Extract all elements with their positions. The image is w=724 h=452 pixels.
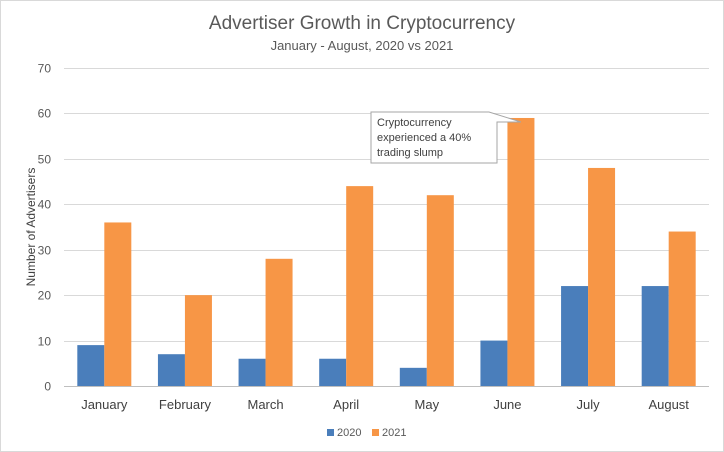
bar-2021-january <box>104 222 132 386</box>
y-tick-label: 50 <box>38 153 52 167</box>
y-axis-label: Number of Advertisers <box>24 168 38 287</box>
bar-2020-june <box>480 340 508 386</box>
legend-label-2021: 2021 <box>382 427 406 439</box>
legend-swatch-2020 <box>327 429 334 436</box>
bar-2020-april <box>319 358 347 386</box>
x-tick-label: April <box>333 397 359 412</box>
y-tick-label: 70 <box>38 62 52 76</box>
annotation-callout: Cryptocurrency experienced a 40% trading… <box>370 111 522 164</box>
x-tick-label: May <box>415 397 440 412</box>
y-axis-ticks: 0 10 20 30 40 50 60 70 <box>38 62 52 394</box>
callout-line-3: trading slump <box>377 147 443 159</box>
bar-2021-april <box>346 186 374 386</box>
bar-2020-may <box>399 367 427 386</box>
bar-2020-august <box>641 286 669 386</box>
callout-line-2: experienced a 40% <box>377 132 471 144</box>
callout-shape <box>370 111 522 164</box>
bar-2021-february <box>184 295 212 386</box>
y-tick-label: 40 <box>38 198 52 212</box>
x-tick-label: July <box>577 397 601 412</box>
x-axis-labels: January February March April May June July Augu… <box>81 397 689 412</box>
bar-2020-january <box>77 345 105 386</box>
x-tick-label: June <box>493 397 521 412</box>
x-tick-label: January <box>81 397 128 412</box>
chart-title: Advertiser Growth in Cryptocurrency <box>209 13 516 34</box>
x-tick-label: August <box>648 397 689 412</box>
x-tick-label: February <box>159 397 212 412</box>
y-tick-label: 0 <box>44 380 51 394</box>
bar-2021-june <box>507 117 535 386</box>
bar-2020-march <box>238 358 266 386</box>
legend-swatch-2021 <box>372 429 379 436</box>
callout-line-1: Cryptocurrency <box>377 117 452 129</box>
bar-2020-february <box>157 354 185 386</box>
bar-2020-july <box>561 286 589 386</box>
bar-2021-march <box>265 258 293 386</box>
bar-2021-may <box>426 195 454 386</box>
y-tick-label: 60 <box>38 107 52 121</box>
legend: 2020 2021 <box>327 427 406 439</box>
x-tick-label: March <box>248 397 284 412</box>
bar-2021-july <box>588 167 616 386</box>
y-tick-label: 20 <box>38 289 52 303</box>
legend-label-2020: 2020 <box>337 427 361 439</box>
chart-subtitle: January - August, 2020 vs 2021 <box>271 38 454 53</box>
bar-2021-august <box>668 231 696 386</box>
y-tick-label: 10 <box>38 335 52 349</box>
bars <box>77 117 696 386</box>
y-tick-label: 30 <box>38 244 52 258</box>
